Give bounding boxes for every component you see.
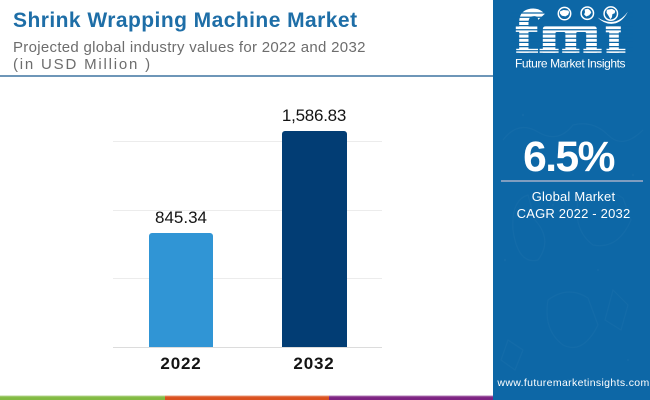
svg-text:Future Market Insights: Future Market Insights	[515, 57, 626, 71]
